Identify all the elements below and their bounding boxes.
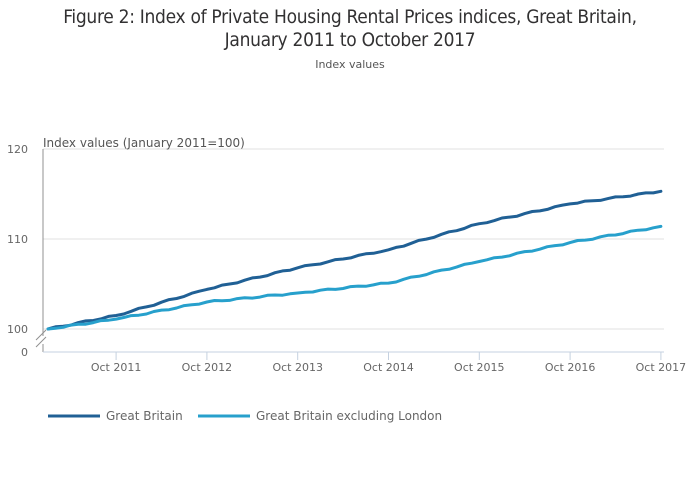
axis-break-mark bbox=[35, 336, 47, 348]
axis-break-mark bbox=[35, 329, 47, 341]
x-tick-label: Oct 2012 bbox=[182, 361, 233, 374]
legend: Great Britain Great Britain excluding Lon… bbox=[48, 409, 442, 423]
y-tick-labels: 0 100 110 120 bbox=[7, 143, 28, 359]
series-lines bbox=[46, 189, 663, 331]
chart-title-line-2: January 2011 to October 2017 bbox=[224, 29, 476, 51]
legend-label[interactable]: Great Britain bbox=[106, 409, 183, 423]
gridlines bbox=[43, 148, 664, 330]
series-line-great-britain-excluding-london[interactable] bbox=[46, 224, 663, 331]
x-tick-label: Oct 2016 bbox=[545, 361, 596, 374]
legend-label[interactable]: Great Britain excluding London bbox=[256, 409, 442, 423]
y-tick-label: 0 bbox=[21, 346, 28, 359]
x-tick-label: Oct 2013 bbox=[272, 361, 323, 374]
y-tick-label: 120 bbox=[7, 143, 28, 156]
y-axis-title: Index values (January 2011=100) bbox=[43, 136, 245, 150]
chart-title-line-1: Figure 2: Index of Private Housing Renta… bbox=[63, 6, 637, 28]
chart-title: Figure 2: Index of Private Housing Renta… bbox=[0, 6, 700, 52]
x-tick-label: Oct 2014 bbox=[363, 361, 414, 374]
chart-subtitle: Index values bbox=[315, 58, 385, 71]
x-tick-label: Oct 2015 bbox=[454, 361, 505, 374]
x-tick-label: Oct 2011 bbox=[91, 361, 142, 374]
axes bbox=[35, 149, 664, 360]
x-tick-label: Oct 2017 bbox=[636, 361, 687, 374]
y-tick-label: 100 bbox=[7, 323, 28, 336]
series-line-great-britain[interactable] bbox=[46, 189, 663, 331]
x-tick-labels: Oct 2011 Oct 2012 Oct 2013 Oct 2014 Oct 2015… bbox=[91, 361, 686, 374]
y-tick-label: 110 bbox=[7, 233, 28, 246]
